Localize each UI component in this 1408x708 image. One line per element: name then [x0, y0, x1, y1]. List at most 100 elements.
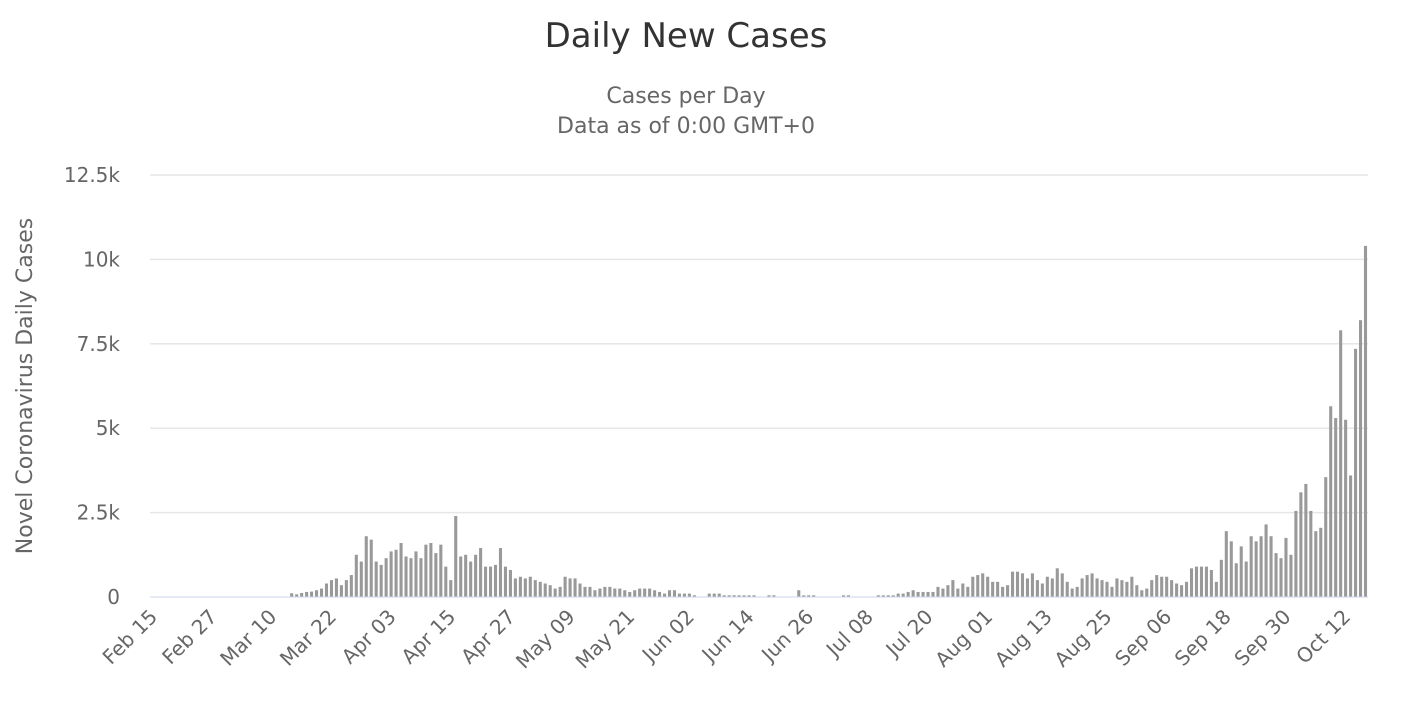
- bar[interactable]: [727, 595, 731, 597]
- bar[interactable]: [434, 553, 438, 597]
- bar[interactable]: [1045, 576, 1049, 597]
- bar[interactable]: [315, 590, 319, 597]
- bar[interactable]: [1349, 475, 1353, 597]
- bar[interactable]: [1249, 536, 1253, 597]
- bar[interactable]: [1254, 541, 1258, 597]
- bar[interactable]: [1339, 330, 1343, 597]
- bar[interactable]: [1130, 576, 1134, 597]
- bar[interactable]: [1085, 575, 1089, 597]
- bar[interactable]: [807, 595, 811, 597]
- bar[interactable]: [474, 554, 478, 597]
- bar[interactable]: [1279, 558, 1283, 597]
- bar[interactable]: [334, 578, 338, 597]
- bar[interactable]: [1015, 571, 1020, 597]
- bar[interactable]: [986, 576, 990, 597]
- bar[interactable]: [1065, 581, 1069, 597]
- bar[interactable]: [1160, 576, 1164, 597]
- bar[interactable]: [1040, 583, 1044, 598]
- bar[interactable]: [1115, 578, 1119, 597]
- bar[interactable]: [802, 595, 806, 597]
- bar[interactable]: [1105, 581, 1109, 597]
- bar[interactable]: [941, 588, 945, 597]
- bar[interactable]: [911, 590, 915, 597]
- bar[interactable]: [1314, 531, 1318, 597]
- bar[interactable]: [379, 564, 383, 597]
- bar[interactable]: [1055, 568, 1059, 597]
- bar[interactable]: [513, 578, 517, 597]
- bar[interactable]: [1170, 580, 1174, 597]
- bar[interactable]: [926, 591, 930, 597]
- bar[interactable]: [593, 590, 597, 597]
- bar[interactable]: [349, 575, 353, 597]
- bar[interactable]: [638, 588, 642, 597]
- bar[interactable]: [752, 595, 756, 597]
- bar[interactable]: [310, 591, 314, 597]
- bar[interactable]: [493, 564, 498, 597]
- bar[interactable]: [1319, 527, 1323, 597]
- bar[interactable]: [618, 588, 622, 597]
- bar[interactable]: [1209, 569, 1213, 597]
- bar[interactable]: [946, 585, 950, 597]
- bar[interactable]: [931, 591, 935, 597]
- bar[interactable]: [578, 583, 582, 598]
- bar[interactable]: [339, 585, 343, 597]
- bar[interactable]: [290, 593, 294, 597]
- bar[interactable]: [454, 515, 458, 597]
- bar[interactable]: [518, 576, 522, 597]
- bar[interactable]: [737, 595, 741, 597]
- bar[interactable]: [1244, 561, 1248, 597]
- bar[interactable]: [295, 594, 299, 597]
- bar[interactable]: [1229, 541, 1233, 597]
- bar[interactable]: [1140, 590, 1144, 597]
- bar[interactable]: [1175, 583, 1179, 598]
- bar[interactable]: [742, 595, 746, 597]
- bar[interactable]: [538, 581, 542, 597]
- bar[interactable]: [469, 561, 473, 597]
- bar[interactable]: [1075, 586, 1079, 597]
- bar[interactable]: [1001, 586, 1005, 597]
- bar[interactable]: [369, 539, 373, 597]
- bar[interactable]: [1214, 581, 1218, 597]
- bar[interactable]: [439, 544, 443, 597]
- bar[interactable]: [797, 590, 801, 597]
- bar[interactable]: [677, 593, 681, 597]
- bar[interactable]: [573, 578, 577, 597]
- bar[interactable]: [613, 588, 617, 597]
- bar[interactable]: [991, 581, 995, 597]
- bar[interactable]: [1359, 320, 1363, 597]
- bar[interactable]: [1070, 588, 1074, 597]
- bar[interactable]: [996, 581, 1000, 597]
- bar[interactable]: [424, 544, 428, 597]
- bar[interactable]: [1199, 566, 1203, 597]
- bar[interactable]: [389, 551, 393, 597]
- bar[interactable]: [916, 591, 920, 597]
- bar[interactable]: [1204, 566, 1208, 597]
- bar[interactable]: [459, 556, 463, 597]
- bar[interactable]: [1324, 477, 1328, 597]
- bar[interactable]: [891, 595, 895, 597]
- bar[interactable]: [906, 591, 910, 597]
- bar[interactable]: [886, 595, 890, 597]
- bar[interactable]: [648, 588, 652, 597]
- bar[interactable]: [1194, 566, 1199, 597]
- bar-series[interactable]: [290, 245, 1368, 598]
- bar[interactable]: [449, 580, 453, 597]
- bar[interactable]: [1259, 536, 1263, 597]
- bar[interactable]: [354, 554, 358, 597]
- bar[interactable]: [1309, 510, 1313, 597]
- bar[interactable]: [1100, 580, 1104, 597]
- bar[interactable]: [658, 591, 662, 597]
- bar[interactable]: [707, 593, 711, 597]
- bar[interactable]: [548, 585, 552, 597]
- bar[interactable]: [429, 542, 433, 597]
- bar[interactable]: [364, 536, 368, 597]
- bar[interactable]: [722, 595, 726, 597]
- bar[interactable]: [667, 590, 672, 597]
- bar[interactable]: [1284, 537, 1288, 597]
- bar[interactable]: [588, 586, 592, 597]
- bar[interactable]: [951, 580, 955, 597]
- bar[interactable]: [936, 586, 940, 597]
- bar[interactable]: [623, 590, 627, 597]
- bar[interactable]: [498, 548, 503, 597]
- bar[interactable]: [628, 591, 632, 597]
